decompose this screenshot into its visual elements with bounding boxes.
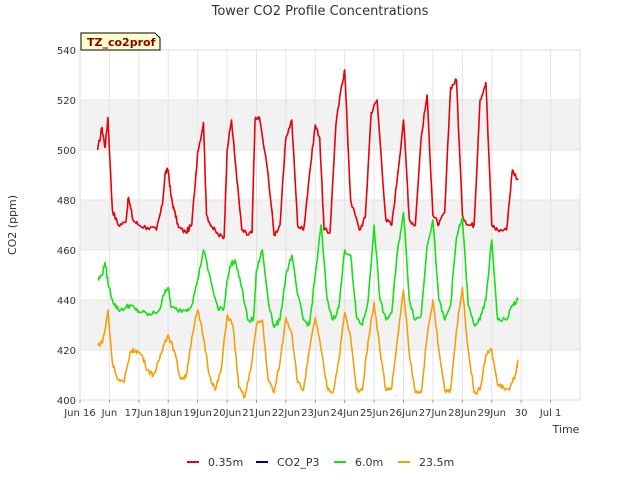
x-axis-label: Time xyxy=(552,423,580,436)
x-tick-label: 17Jun xyxy=(125,408,153,419)
site-label-background xyxy=(80,32,161,51)
y-tick-label: 540 xyxy=(57,46,76,57)
background-band xyxy=(80,250,580,300)
x-tick-label: 28Jun xyxy=(448,408,476,419)
x-tick-label: 19Jun xyxy=(183,408,211,419)
legend-entry: CO2_P3 xyxy=(277,456,319,469)
y-axis-ticks: 400 420 440 460 480 500 520 540 xyxy=(57,46,76,407)
x-tick-label: 30 xyxy=(515,408,528,419)
y-tick-label: 500 xyxy=(57,146,76,157)
legend-entry: 23.5m xyxy=(419,456,454,469)
series-line-6.0m xyxy=(97,211,519,329)
legend-entry: 6.0m xyxy=(355,456,383,469)
x-tick-label: 22Jun xyxy=(272,408,300,419)
site-label: TZ_co2prof xyxy=(87,36,156,49)
y-tick-label: 520 xyxy=(57,96,76,107)
y-tick-label: 460 xyxy=(57,246,76,257)
chart-title: Tower CO2 Profile Concentrations xyxy=(211,4,429,19)
background-band xyxy=(80,150,580,200)
background-band xyxy=(80,100,580,150)
legend-entry: 0.35m xyxy=(208,456,243,469)
x-tick-label: 20Jun xyxy=(213,408,241,419)
series-line-0.35m xyxy=(96,69,519,240)
x-tick-label: 27Jun xyxy=(419,408,447,419)
series-line-23.5m xyxy=(96,286,519,399)
x-tick-label: Jun xyxy=(101,408,118,419)
x-tick-label: 21Jun xyxy=(242,408,270,419)
plot-area-border xyxy=(79,49,581,401)
x-tick-label: 24Jun xyxy=(331,408,359,419)
y-tick-label: 480 xyxy=(57,196,76,207)
x-tick-label: 23Jun xyxy=(301,408,329,419)
background-band xyxy=(80,50,580,100)
x-tick-label: 25Jun xyxy=(360,408,388,419)
x-tick-label: Jun 16 xyxy=(63,408,96,419)
y-tick-label: 400 xyxy=(57,396,76,407)
x-tick-label: 18Jun xyxy=(154,408,182,419)
y-tick-label: 420 xyxy=(57,346,76,357)
x-tick-label: 29Jun xyxy=(478,408,506,419)
x-tick-label: 26Jun xyxy=(389,408,417,419)
y-tick-label: 440 xyxy=(57,296,76,307)
x-axis-ticks: Jun 16 Jun 17Jun 18Jun 19Jun 20Jun 21Jun 22Jun 2… xyxy=(63,400,561,419)
x-tick-label: Jul 1 xyxy=(539,408,562,419)
background-band xyxy=(80,300,580,350)
series-lines xyxy=(96,69,519,399)
site-label-box: TZ_co2prof xyxy=(80,32,161,51)
y-axis-label: CO2 (ppm) xyxy=(6,195,19,255)
legend: 0.35m CO2_P3 6.0m 23.5m xyxy=(187,456,454,469)
